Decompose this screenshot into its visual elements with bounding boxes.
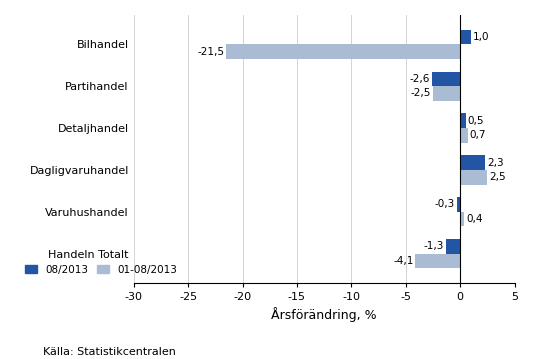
- Text: 2,5: 2,5: [489, 172, 506, 182]
- Bar: [460, 212, 464, 227]
- Text: 1,0: 1,0: [473, 32, 489, 42]
- Text: -1,3: -1,3: [424, 241, 445, 251]
- Text: -2,6: -2,6: [410, 74, 430, 84]
- Text: -0,3: -0,3: [435, 199, 455, 209]
- Bar: [460, 128, 468, 143]
- Text: 2,3: 2,3: [487, 158, 503, 168]
- Bar: [457, 197, 460, 212]
- Bar: [460, 30, 471, 44]
- Text: Källa: Statistikcentralen: Källa: Statistikcentralen: [43, 348, 175, 358]
- Text: 0,7: 0,7: [470, 130, 486, 140]
- Text: -21,5: -21,5: [198, 47, 224, 57]
- Bar: [432, 71, 460, 86]
- Bar: [460, 170, 487, 185]
- Bar: [416, 253, 460, 268]
- Bar: [446, 239, 460, 253]
- Text: -2,5: -2,5: [411, 88, 431, 98]
- Text: 0,5: 0,5: [467, 116, 483, 126]
- X-axis label: Årsförändring, %: Årsförändring, %: [271, 308, 377, 322]
- Bar: [460, 155, 485, 170]
- Text: 0,4: 0,4: [466, 214, 482, 224]
- Bar: [460, 113, 465, 128]
- Text: -4,1: -4,1: [393, 256, 414, 266]
- Bar: [226, 44, 460, 59]
- Legend: 08/2013, 01-08/2013: 08/2013, 01-08/2013: [25, 265, 177, 275]
- Bar: [433, 86, 460, 101]
